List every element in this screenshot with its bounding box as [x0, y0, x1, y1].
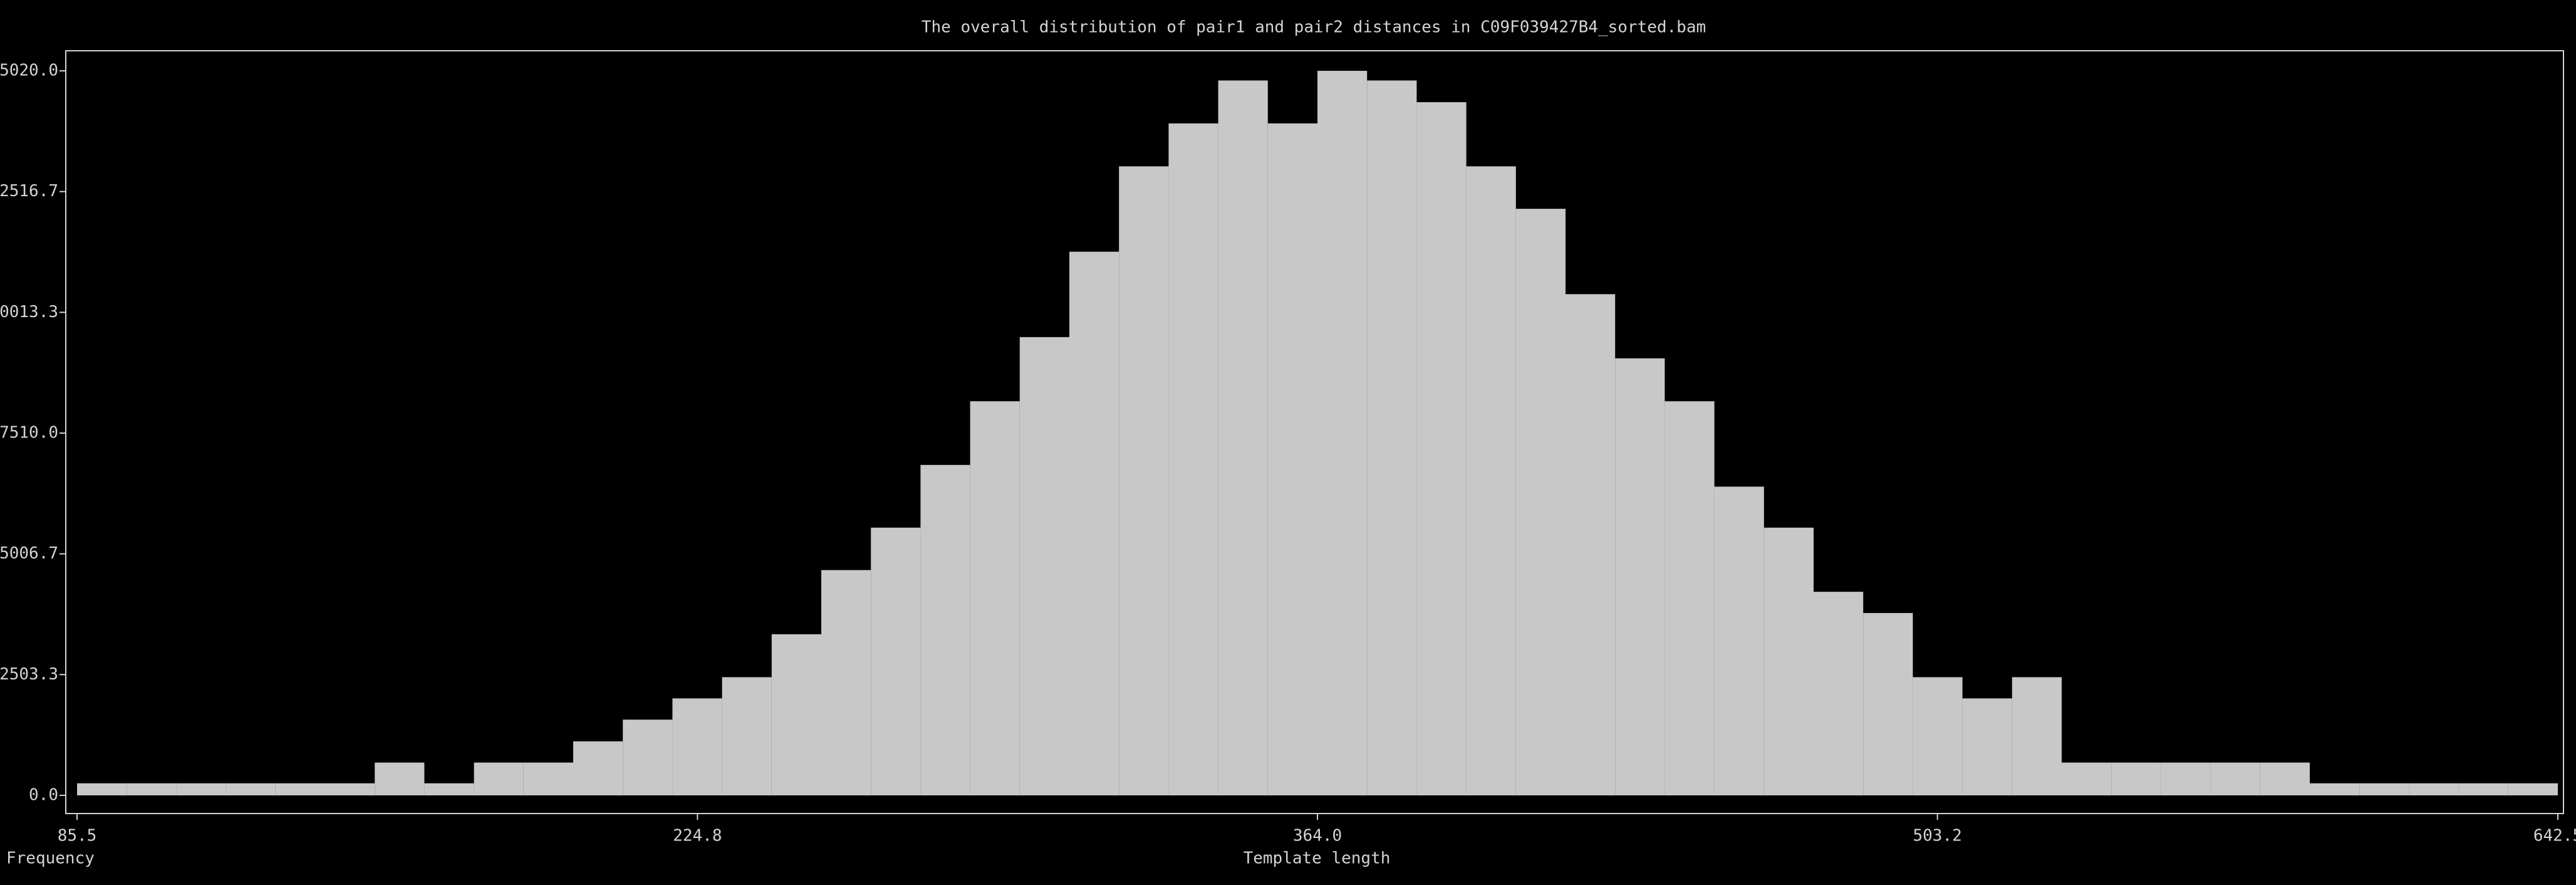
bar [970, 401, 1020, 795]
bar [1814, 592, 1864, 795]
bar [1566, 294, 1616, 795]
bar [2359, 783, 2409, 795]
y-tick-label: 12516.7 [0, 182, 58, 201]
chart-title: The overall distribution of pair1 and pa… [922, 18, 1706, 37]
bar [1069, 251, 1119, 795]
bar [275, 783, 325, 795]
bar [523, 762, 573, 795]
bar [2260, 762, 2310, 795]
x-tick-label: 503.2 [1913, 827, 1962, 846]
bar [77, 783, 127, 795]
bar [1962, 698, 2012, 795]
x-tick-label: 85.5 [58, 827, 97, 846]
bar [2508, 783, 2558, 795]
bar [672, 698, 722, 795]
bar [2458, 783, 2508, 795]
bar [176, 783, 226, 795]
y-axis-label: Frequency [6, 849, 95, 868]
bar [1218, 80, 1268, 795]
bar [573, 741, 623, 795]
x-axis-label: Template length [1244, 849, 1391, 868]
y-tick-label: 2503.3 [0, 665, 58, 684]
bar [1665, 401, 1715, 795]
bar [1367, 80, 1417, 795]
bar [2409, 783, 2459, 795]
bar [722, 677, 772, 795]
x-tick-label: 642.5 [2533, 827, 2576, 846]
bar [920, 464, 970, 795]
y-tick-label: 0.0 [29, 785, 58, 804]
bar [2012, 677, 2062, 795]
bar [871, 527, 921, 795]
bar [127, 783, 177, 795]
bar [2210, 762, 2260, 795]
plot-frame [65, 50, 2564, 814]
bar [1267, 123, 1317, 795]
bar [1615, 358, 1665, 795]
bar [1863, 613, 1913, 795]
bar [2062, 762, 2112, 795]
bar [1515, 209, 1566, 795]
bar [623, 720, 673, 795]
bar [1317, 71, 1368, 795]
bar [1466, 166, 1516, 795]
x-tick-label: 364.0 [1293, 827, 1342, 846]
bar [1416, 102, 1467, 795]
bar [2111, 762, 2161, 795]
bar [1019, 337, 1069, 795]
bar [2310, 783, 2360, 795]
bar [226, 783, 276, 795]
bar [325, 783, 375, 795]
bar [821, 570, 871, 795]
bar [375, 762, 425, 795]
y-tick-label: 15020.0 [0, 61, 58, 80]
bar [474, 762, 524, 795]
bar [2161, 762, 2211, 795]
x-tick-label: 224.8 [673, 827, 722, 846]
bar [1913, 677, 1963, 795]
bar [1119, 166, 1169, 795]
bar [1168, 123, 1218, 795]
y-tick-label: 5006.7 [0, 544, 58, 563]
bar [1763, 527, 1814, 795]
y-tick-label: 7510.0 [0, 424, 58, 442]
bar [771, 634, 821, 795]
bar [1714, 486, 1764, 795]
y-tick-label: 10013.3 [0, 303, 58, 322]
bar [424, 783, 474, 795]
